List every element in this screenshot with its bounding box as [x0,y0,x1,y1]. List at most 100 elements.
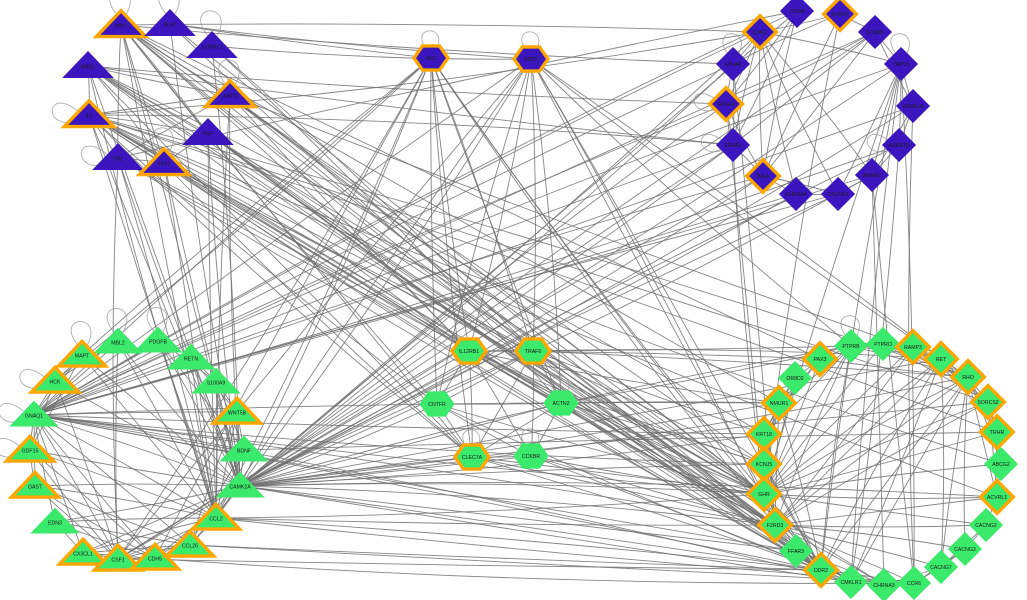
graph-node-rho[interactable]: RHO [949,358,987,396]
graph-node-nrg1[interactable]: NRG1 [62,50,114,79]
diamond-node-shape[interactable] [949,358,987,396]
graph-node-mip2[interactable]: MIP2 [92,8,150,39]
triangle-node-shape[interactable] [191,367,241,394]
triangle-node-shape[interactable] [55,536,111,566]
triangle-node-shape[interactable] [219,435,269,462]
graph-node-traf6[interactable]: TRAF6 [513,337,553,365]
hexagon-node-shape[interactable] [513,443,549,469]
triangle-node-shape[interactable] [62,50,114,79]
hexagon-node-shape[interactable] [411,44,451,72]
triangle-node-shape[interactable] [93,327,143,354]
diamond-node-shape[interactable] [777,360,813,396]
graph-node-klrf2[interactable]: KLRF2 [821,0,859,33]
diamond-node-shape[interactable] [883,46,919,82]
diamond-node-shape[interactable] [715,46,751,82]
graph-node-itga8[interactable]: ITGA8 [779,0,815,29]
diamond-node-shape[interactable] [833,564,869,600]
triangle-node-shape[interactable] [215,471,265,498]
triangle-node-shape[interactable] [54,338,110,368]
diamond-node-shape[interactable] [779,0,815,29]
graph-node-esr2[interactable]: ESR2 [511,45,551,73]
diamond-node-shape[interactable] [922,340,960,378]
hexagon-node-shape[interactable] [513,337,553,365]
diamond-node-shape[interactable] [821,0,859,33]
diamond-node-shape[interactable] [741,13,779,51]
hexagon-node-shape[interactable] [511,45,551,73]
diamond-node-shape[interactable] [744,157,782,195]
diamond-node-shape[interactable] [968,507,1004,543]
graph-node-cacng3[interactable]: CACNG3 [947,531,983,567]
triangle-node-shape[interactable] [201,78,259,109]
diamond-node-shape[interactable] [978,413,1016,451]
graph-node-mbl2[interactable]: MBL2 [93,327,143,354]
triangle-node-shape[interactable] [135,146,193,177]
graph-node-plat[interactable]: PLAT [144,8,196,37]
graph-node-cacng1[interactable]: CACNG1 [820,176,856,212]
diamond-node-shape[interactable] [745,475,783,513]
diamond-node-shape[interactable] [760,384,798,422]
diamond-node-shape[interactable] [923,549,959,585]
triangle-node-shape[interactable] [188,501,244,531]
graph-node-chrna4[interactable]: CHRNA4 [778,176,814,212]
diamond-node-shape[interactable] [756,506,794,544]
triangle-node-shape[interactable] [144,8,196,37]
triangle-node-shape[interactable] [2,433,58,463]
triangle-node-shape[interactable] [92,8,150,39]
graph-node-epha4[interactable]: EPHA4 [707,85,745,123]
graph-node-inga[interactable]: INGA [744,157,782,195]
graph-node-abcg2[interactable]: ABCG2 [983,446,1019,482]
diamond-node-shape[interactable] [857,14,893,50]
diamond-node-shape[interactable] [895,88,931,124]
diamond-node-shape[interactable] [983,446,1019,482]
graph-node-pax3[interactable]: PAX3 [801,340,839,378]
graph-node-gdf15[interactable]: GDF15 [2,433,58,463]
graph-node-clec7a[interactable]: CLEC7A [452,443,492,471]
triangle-node-shape[interactable] [7,469,63,499]
graph-node-trpv1[interactable]: TRPV1 [883,46,919,82]
graph-node-il12rb1[interactable]: IL12RB1 [449,337,489,365]
diamond-node-shape[interactable] [833,328,869,364]
graph-node-adra1a[interactable]: ADRA1A [895,88,931,124]
diamond-node-shape[interactable] [778,176,814,212]
diamond-node-shape[interactable] [866,567,902,600]
diamond-node-shape[interactable] [801,340,839,378]
graph-node-chrna3[interactable]: CHRNA3 [866,567,902,600]
triangle-node-shape[interactable] [90,542,146,572]
diamond-node-shape[interactable] [707,85,745,123]
hexagon-node-shape[interactable] [452,443,492,471]
diamond-node-shape[interactable] [881,127,917,163]
triangle-node-shape[interactable] [186,30,238,59]
triangle-node-shape[interactable] [92,142,144,171]
graph-node-s100a9[interactable]: S100A9 [191,367,241,394]
graph-node-cacng7[interactable]: CACNG7 [923,549,959,585]
diamond-node-shape[interactable] [802,551,840,589]
graph-node-pgf[interactable]: PGF [182,117,234,146]
hexagon-node-shape[interactable] [543,390,579,416]
triangle-node-shape[interactable] [166,343,216,370]
triangle-node-shape[interactable] [27,364,83,394]
diamond-node-shape[interactable] [820,176,856,212]
diamond-node-shape[interactable] [894,328,932,366]
diamond-node-shape[interactable] [896,565,932,600]
graph-node-irs1[interactable]: IRS1 [411,44,451,72]
triangle-node-shape[interactable] [30,507,80,534]
diamond-node-shape[interactable] [854,157,890,193]
triangle-node-shape[interactable] [182,117,234,146]
diamond-node-shape[interactable] [715,127,751,163]
triangle-node-shape[interactable] [60,98,118,129]
diamond-node-shape[interactable] [865,326,901,362]
diamond-node-shape[interactable] [978,478,1016,516]
diamond-node-shape[interactable] [778,533,814,569]
hexagon-node-shape[interactable] [419,391,455,417]
hexagon-node-shape[interactable] [449,337,489,365]
triangle-node-shape[interactable] [133,326,183,353]
triangle-node-shape[interactable] [9,400,59,427]
triangle-node-shape[interactable] [162,528,218,558]
triangle-node-shape[interactable] [209,395,265,425]
diamond-node-shape[interactable] [947,531,983,567]
diamond-node-shape[interactable] [969,383,1007,421]
graph-node-gast[interactable]: GAST [7,469,63,499]
graph-node-scn3b[interactable]: SCN3B [857,14,893,50]
